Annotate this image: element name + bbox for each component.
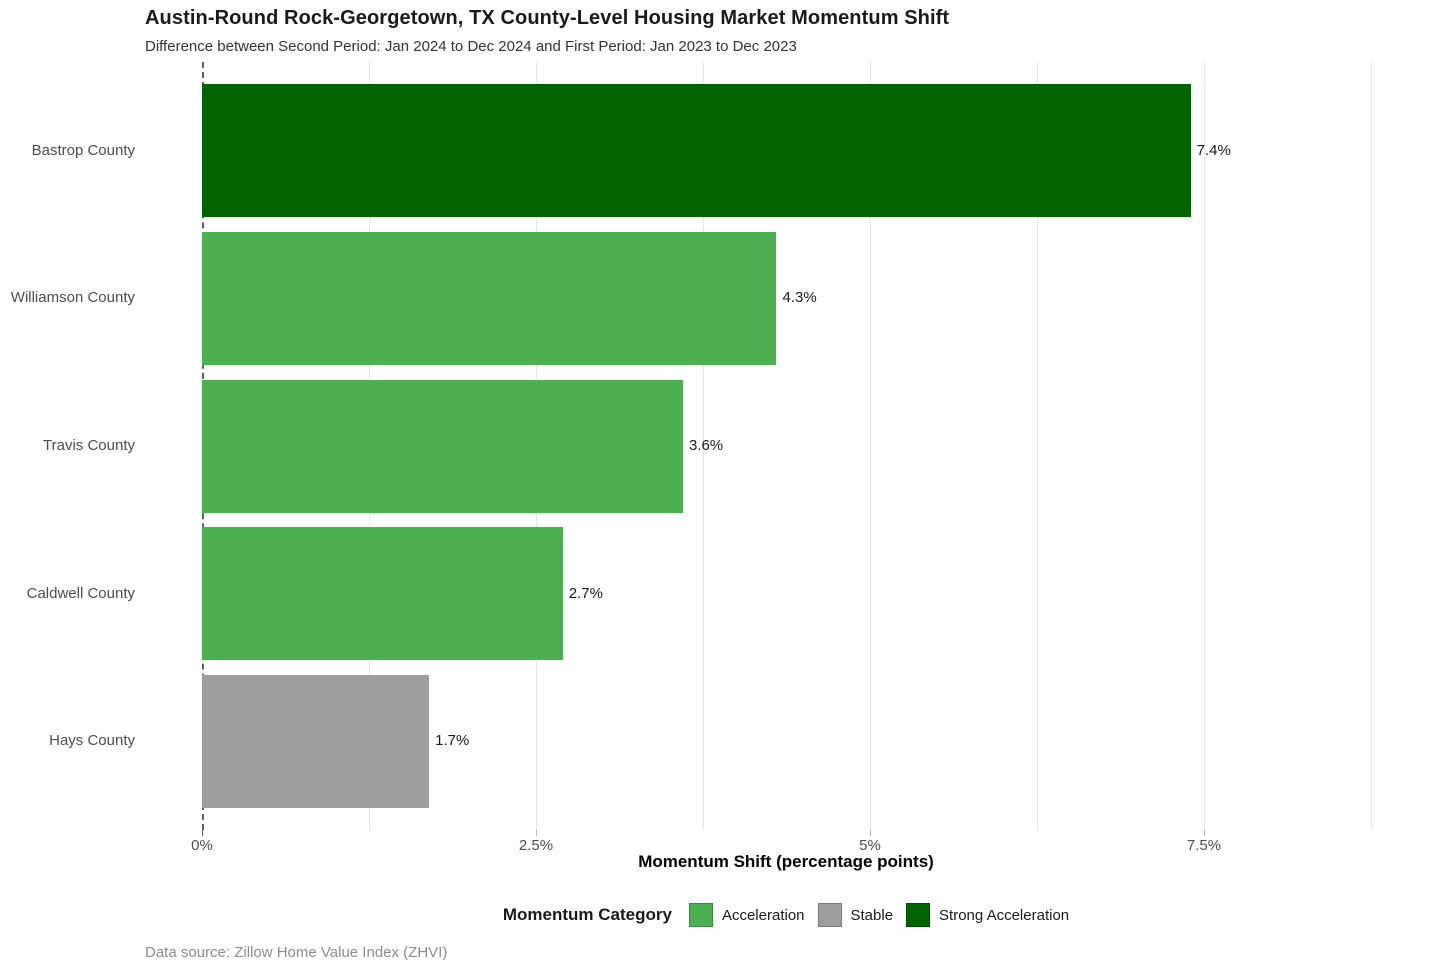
gridline	[1204, 62, 1205, 830]
legend-item: Stable	[817, 903, 894, 927]
y-axis-labels: Bastrop County Williamson County Travis Co…	[0, 62, 135, 830]
legend-item: Strong Acceleration	[906, 903, 1069, 927]
plot-panel: 7.4% 4.3% 3.6% 2.7% 1.7% 0% 2.5% 5% 7.5%	[142, 62, 1430, 854]
chart-title: Austin-Round Rock-Georgetown, TX County-…	[145, 7, 950, 29]
gridline	[1037, 62, 1038, 830]
x-axis-tick-label: 0%	[191, 837, 213, 854]
legend-item-label: Strong Acceleration	[939, 906, 1070, 924]
bar	[202, 84, 1191, 218]
data-source-note: Data source: Zillow Home Value Index (ZH…	[145, 944, 448, 961]
gridline	[870, 62, 871, 830]
legend-swatch	[817, 903, 842, 927]
x-axis-tick	[202, 830, 203, 836]
y-axis-label: Travis County	[43, 437, 135, 454]
bar	[202, 527, 563, 661]
x-axis-tick-label: 2.5%	[518, 837, 554, 854]
x-axis-tick	[1204, 830, 1205, 836]
gridline	[1371, 62, 1372, 830]
bar-value-label: 3.6%	[688, 437, 724, 454]
y-axis-label: Bastrop County	[31, 141, 135, 159]
y-axis-label: Williamson County	[10, 289, 135, 307]
legend-item: Acceleration	[688, 903, 805, 927]
bar-value-label: 4.3%	[782, 289, 817, 307]
legend-item-label: Stable	[850, 906, 894, 924]
bar	[202, 379, 683, 513]
y-axis-label: Hays County	[49, 732, 135, 750]
legend: Momentum Category Acceleration Stable Stro…	[142, 900, 1430, 930]
x-axis-tick	[536, 830, 537, 836]
bar-value-label: 7.4%	[1196, 141, 1231, 159]
bar	[202, 231, 777, 365]
x-axis-tick-label: 7.5%	[1186, 837, 1222, 854]
x-axis-title: Momentum Shift (percentage points)	[638, 852, 934, 871]
legend-swatch	[688, 903, 713, 927]
x-axis-tick-label: 5%	[859, 837, 881, 854]
bar-value-label: 2.7%	[568, 584, 603, 602]
x-axis-tick	[870, 830, 871, 836]
chart-subtitle: Difference between Second Period: Jan 20…	[145, 38, 797, 55]
y-axis-label: Caldwell County	[26, 584, 135, 602]
bar	[202, 674, 430, 808]
bar-value-label: 1.7%	[435, 732, 470, 750]
legend-title: Momentum Category	[502, 905, 672, 924]
legend-swatch	[906, 903, 931, 927]
legend-item-label: Acceleration	[721, 906, 805, 924]
gridline	[703, 62, 704, 830]
